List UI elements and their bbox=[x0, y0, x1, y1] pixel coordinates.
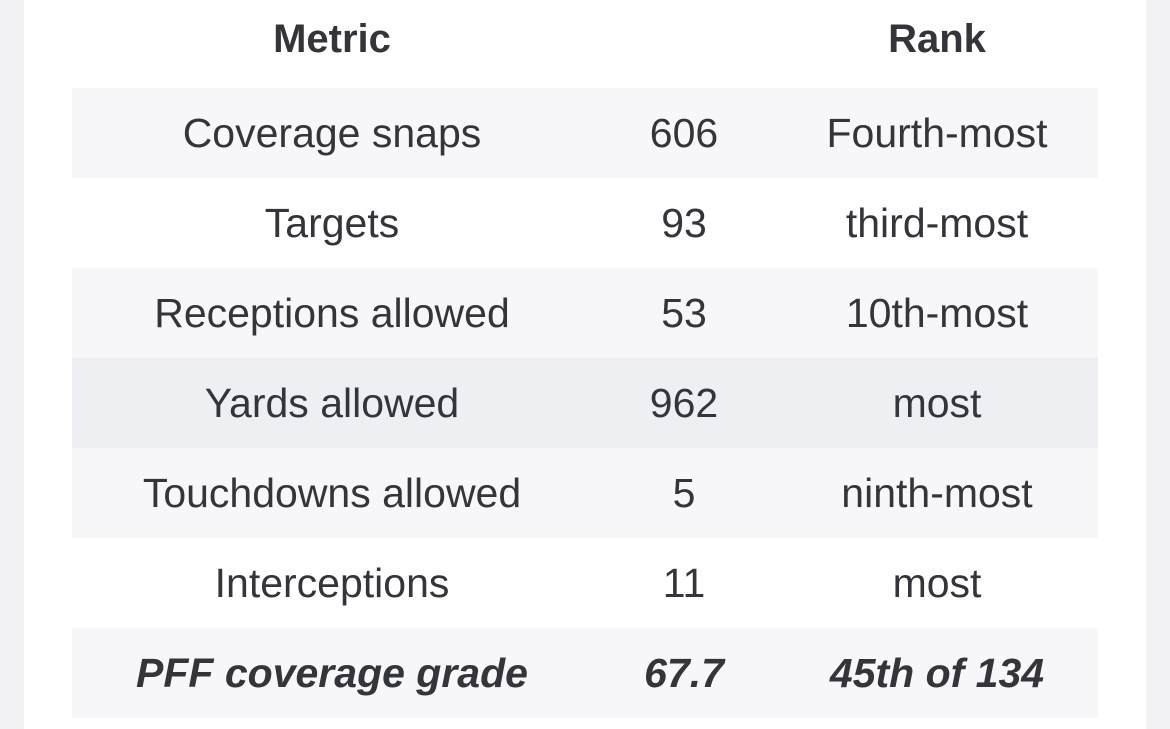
rank-cell: ninth-most bbox=[841, 469, 1033, 516]
table-total-row: PFF coverage grade 67.7 45th of 134 bbox=[72, 628, 1098, 718]
rank-cell: third-most bbox=[845, 199, 1029, 246]
metric-cell: Yards allowed bbox=[204, 379, 460, 426]
table-row: Coverage snaps 606 Fourth-most bbox=[72, 88, 1098, 178]
value-cell: 5 bbox=[672, 469, 696, 516]
table-row: Touchdowns allowed 5 ninth-most bbox=[72, 448, 1098, 538]
metric-cell: Interceptions bbox=[214, 559, 450, 606]
stats-table: Metric Rank Coverage snaps 606 Fourth-mo… bbox=[72, 0, 1098, 718]
rank-cell: Fourth-most bbox=[826, 109, 1048, 156]
table-header-row: Metric Rank bbox=[72, 0, 1098, 88]
rank-cell: 45th of 134 bbox=[829, 649, 1045, 696]
table-row: Receptions allowed 53 10th-most bbox=[72, 268, 1098, 358]
rank-cell: most bbox=[892, 379, 982, 426]
header-value bbox=[592, 0, 776, 88]
rank-cell: 10th-most bbox=[845, 289, 1029, 336]
metric-cell: Receptions allowed bbox=[154, 289, 510, 336]
header-metric: Metric bbox=[273, 16, 391, 61]
value-cell: 606 bbox=[649, 109, 719, 156]
value-cell: 93 bbox=[661, 199, 707, 246]
table-row: Targets 93 third-most bbox=[72, 178, 1098, 268]
rank-cell: most bbox=[892, 559, 982, 606]
table-row: Yards allowed 962 most bbox=[72, 358, 1098, 448]
metric-cell: Targets bbox=[264, 199, 400, 246]
value-cell: 11 bbox=[662, 559, 706, 606]
value-cell: 67.7 bbox=[644, 649, 724, 696]
value-cell: 962 bbox=[649, 379, 719, 426]
value-cell: 53 bbox=[661, 289, 707, 336]
metric-cell: Touchdowns allowed bbox=[142, 469, 522, 516]
content-card: Metric Rank Coverage snaps 606 Fourth-mo… bbox=[24, 0, 1146, 729]
table-row: Interceptions 11 most bbox=[72, 538, 1098, 628]
metric-cell: Coverage snaps bbox=[182, 109, 482, 156]
metric-cell: PFF coverage grade bbox=[136, 649, 528, 696]
header-rank: Rank bbox=[888, 16, 986, 61]
